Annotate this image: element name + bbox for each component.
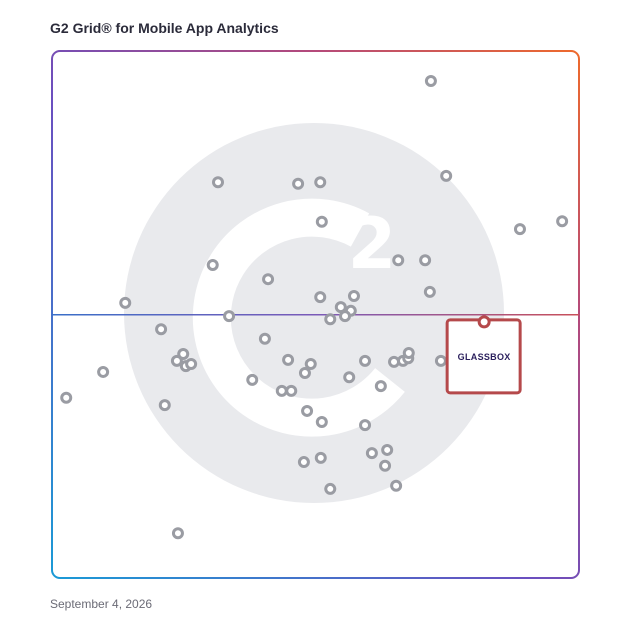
data-point bbox=[262, 273, 275, 286]
data-point bbox=[223, 310, 236, 323]
data-point bbox=[381, 443, 394, 456]
data-point bbox=[347, 290, 360, 303]
data-point bbox=[314, 451, 327, 464]
data-point bbox=[392, 254, 405, 267]
data-point bbox=[419, 254, 432, 267]
data-point bbox=[324, 482, 337, 495]
data-point bbox=[304, 358, 317, 371]
data-point bbox=[434, 354, 447, 367]
data-point bbox=[246, 373, 259, 386]
data-point bbox=[315, 215, 328, 228]
data-point bbox=[440, 169, 453, 182]
data-point bbox=[185, 358, 198, 371]
data-point bbox=[513, 223, 526, 236]
highlight-label: GLASSBOX bbox=[458, 352, 511, 362]
data-point bbox=[155, 323, 168, 336]
data-point bbox=[334, 301, 347, 314]
data-point bbox=[390, 479, 403, 492]
g2-watermark: 2 bbox=[124, 123, 504, 503]
data-point bbox=[212, 176, 225, 189]
data-point bbox=[158, 399, 171, 412]
data-point bbox=[314, 291, 327, 304]
data-point bbox=[556, 215, 569, 228]
quadrant-line-horizontal bbox=[52, 314, 579, 316]
data-point bbox=[297, 456, 310, 469]
data-point bbox=[97, 365, 110, 378]
data-point bbox=[275, 384, 288, 397]
data-point bbox=[402, 346, 415, 359]
data-point bbox=[379, 459, 392, 472]
data-point bbox=[292, 177, 305, 190]
highlight-point bbox=[477, 315, 491, 329]
data-point bbox=[324, 313, 337, 326]
data-point bbox=[282, 353, 295, 366]
data-point bbox=[359, 354, 372, 367]
data-point bbox=[60, 391, 73, 404]
data-point bbox=[170, 354, 183, 367]
chart-title: G2 Grid® for Mobile App Analytics bbox=[50, 20, 279, 36]
data-point bbox=[314, 176, 327, 189]
data-point bbox=[365, 447, 378, 460]
svg-text:2: 2 bbox=[348, 203, 397, 285]
date-footnote: September 4, 2026 bbox=[50, 597, 152, 611]
data-point bbox=[423, 285, 436, 298]
data-point bbox=[339, 310, 352, 323]
data-point bbox=[285, 384, 298, 397]
data-point bbox=[119, 296, 132, 309]
data-point bbox=[171, 527, 184, 540]
data-point bbox=[424, 75, 437, 88]
data-point bbox=[343, 371, 356, 384]
data-point bbox=[298, 366, 311, 379]
data-point bbox=[258, 332, 271, 345]
data-point bbox=[177, 348, 190, 361]
data-point bbox=[374, 380, 387, 393]
data-point bbox=[206, 258, 219, 271]
data-point bbox=[315, 416, 328, 429]
highlight-vendor: GLASSBOX bbox=[445, 315, 522, 395]
data-point bbox=[301, 404, 314, 417]
data-point bbox=[359, 419, 372, 432]
